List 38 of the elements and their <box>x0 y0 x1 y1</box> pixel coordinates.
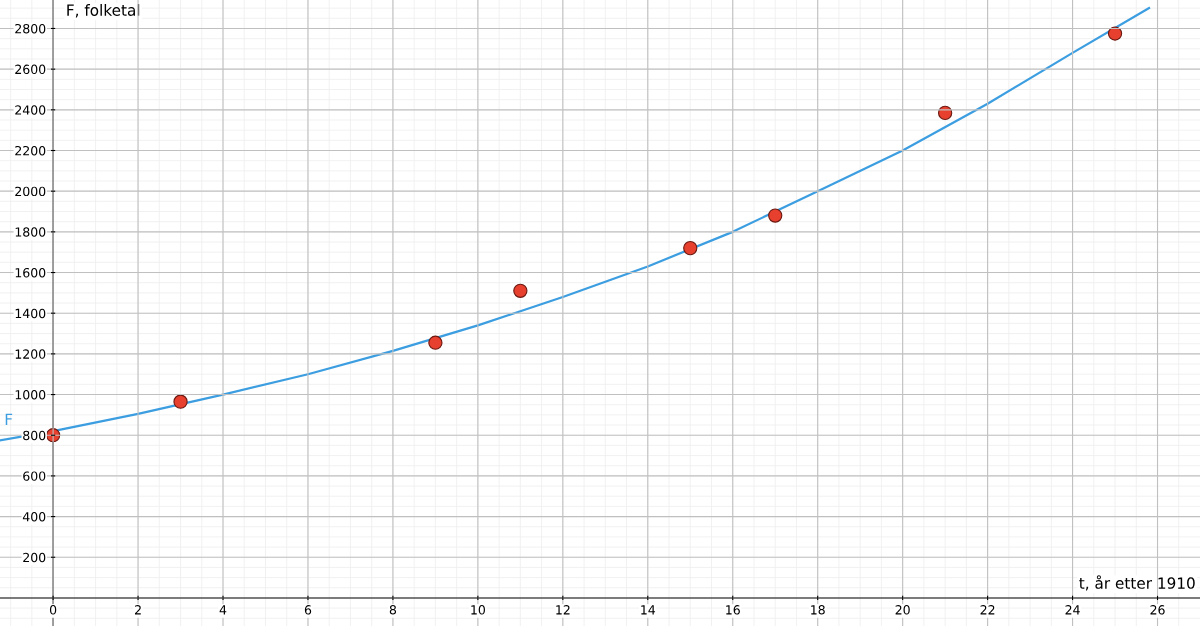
x-tick-label: 14 <box>641 605 656 615</box>
x-tick-label: 2 <box>134 605 141 615</box>
point <box>683 240 698 256</box>
y-tick-label: 1800 <box>15 227 46 237</box>
y-tick-label: 2800 <box>15 23 46 34</box>
x-tick-label: 12 <box>556 605 570 615</box>
x-axis-title: t, år etter 1910 <box>1079 575 1195 591</box>
y-tick-label: 800 <box>23 430 46 441</box>
y-tick-label: 2000 <box>15 186 46 197</box>
point <box>1107 26 1123 41</box>
point <box>768 208 783 223</box>
y-tick-label: 1600 <box>15 268 46 278</box>
x-tick-label: 20 <box>895 605 910 615</box>
y-tick-label: 1200 <box>15 349 46 359</box>
point <box>173 394 188 409</box>
y-tick-label: 200 <box>23 552 46 563</box>
point <box>428 335 443 350</box>
point <box>513 283 528 298</box>
series-label: F <box>5 413 13 425</box>
x-tick-label: 6 <box>304 605 312 615</box>
y-tick-label: 2200 <box>15 145 46 156</box>
x-tick-label: 22 <box>980 605 995 615</box>
y-tick-label: 1000 <box>15 390 46 400</box>
y-tick-label: 1400 <box>15 308 46 319</box>
y-tick-label: 2400 <box>15 105 46 115</box>
y-tick-label: 600 <box>23 471 46 481</box>
point <box>937 105 953 121</box>
y-axis-title: F, folketal <box>67 4 140 18</box>
x-tick-label: 10 <box>471 605 485 615</box>
x-tick-label: 16 <box>726 605 740 615</box>
x-tick-label: 26 <box>1150 605 1165 615</box>
x-tick-label: 4 <box>219 605 227 615</box>
x-tick-label: 8 <box>389 605 397 615</box>
y-tick-label: 400 <box>22 512 46 522</box>
x-tick-label: 24 <box>1065 605 1080 615</box>
x-tick-label: 18 <box>811 605 825 615</box>
x-tick-label: 0 <box>49 605 57 615</box>
y-tick-label: 2600 <box>15 64 46 75</box>
